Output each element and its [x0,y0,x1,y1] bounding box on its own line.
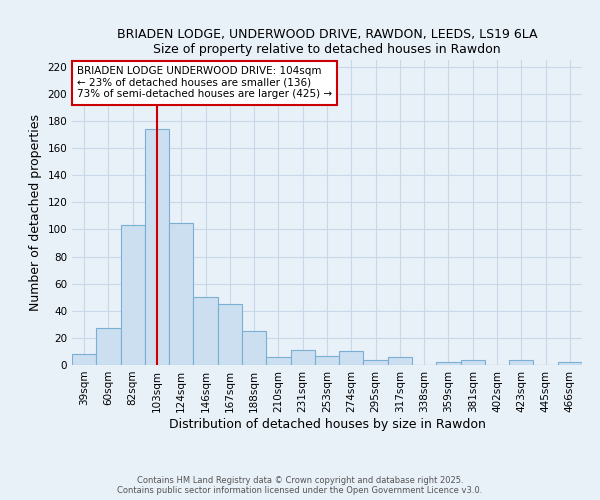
Text: Contains HM Land Registry data © Crown copyright and database right 2025.
Contai: Contains HM Land Registry data © Crown c… [118,476,482,495]
Bar [558,362,582,365]
Bar [436,362,461,365]
Bar [242,331,266,365]
Y-axis label: Number of detached properties: Number of detached properties [29,114,42,311]
Bar [290,350,315,365]
Text: BRIADEN LODGE UNDERWOOD DRIVE: 104sqm
← 23% of detached houses are smaller (136): BRIADEN LODGE UNDERWOOD DRIVE: 104sqm ← … [77,66,332,100]
Bar [193,297,218,365]
X-axis label: Distribution of detached houses by size in Rawdon: Distribution of detached houses by size … [169,418,485,430]
Bar [96,328,121,365]
Bar [364,360,388,365]
Bar [339,352,364,365]
Bar [315,356,339,365]
Bar [218,304,242,365]
Title: BRIADEN LODGE, UNDERWOOD DRIVE, RAWDON, LEEDS, LS19 6LA
Size of property relativ: BRIADEN LODGE, UNDERWOOD DRIVE, RAWDON, … [117,28,537,56]
Bar [266,357,290,365]
Bar [72,354,96,365]
Bar [509,360,533,365]
Bar [461,360,485,365]
Bar [145,129,169,365]
Bar [169,222,193,365]
Bar [121,226,145,365]
Bar [388,357,412,365]
